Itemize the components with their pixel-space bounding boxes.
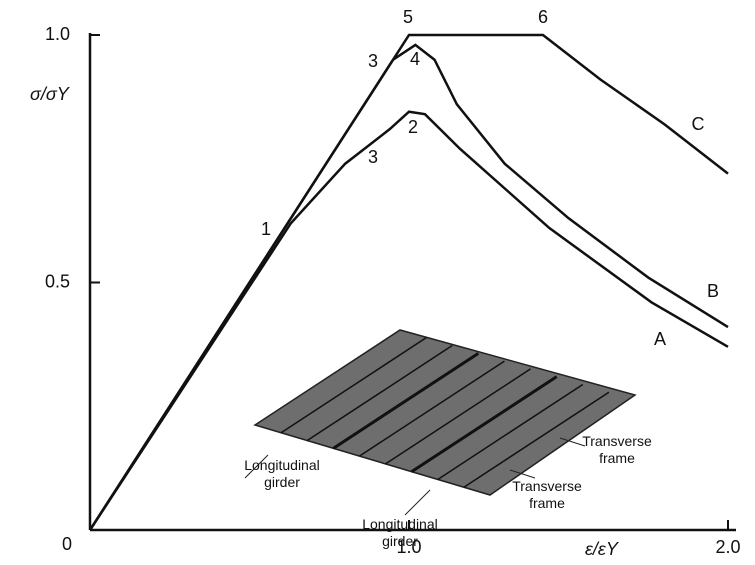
curve-label: B (707, 281, 719, 301)
x-tick-label: 1.0 (396, 537, 421, 557)
stiffener (359, 360, 505, 457)
stiffener (437, 383, 584, 481)
curve (88, 110, 729, 531)
point-label: 3 (368, 147, 378, 167)
point-label: 1 (261, 219, 271, 239)
stiffener (332, 352, 480, 450)
curve-label: C (692, 114, 705, 134)
y-tick-label: 1.0 (45, 24, 70, 44)
y-tick-label: 0 (62, 534, 72, 554)
curve-label: A (654, 329, 666, 349)
stiffener (280, 337, 427, 434)
stiffener (463, 391, 610, 488)
illustration-label: Transverse frame (512, 478, 582, 511)
x-axis-label: ε/εY (585, 539, 620, 559)
curve (88, 33, 729, 531)
point-label: 6 (538, 7, 548, 27)
point-label: 2 (408, 117, 418, 137)
stiffener (410, 375, 558, 473)
curve (88, 43, 729, 531)
illustration-label: Longitudinal girder (244, 457, 320, 490)
x-tick-label: 2.0 (715, 537, 740, 557)
plate-illustration (244, 329, 637, 516)
point-label: 3 (368, 51, 378, 71)
y-tick-label: 0.5 (45, 271, 70, 291)
illustration-label: Transverse frame (582, 433, 652, 466)
point-label: 5 (403, 7, 413, 27)
stiffener (385, 368, 531, 465)
point-label: 4 (410, 49, 420, 69)
stiffener (306, 344, 453, 442)
y-axis-label: σ/σY (30, 84, 71, 104)
illustration-label: Longitudinal girder (362, 516, 438, 549)
